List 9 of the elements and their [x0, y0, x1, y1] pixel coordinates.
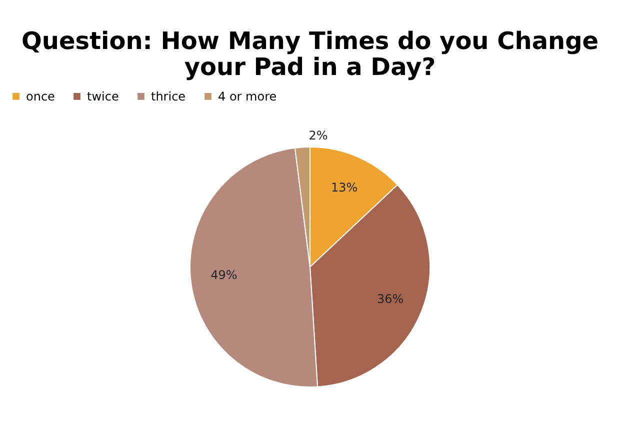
- legend-label: twice: [87, 89, 119, 104]
- legend-label: once: [26, 89, 55, 104]
- data-label: 13%: [330, 180, 358, 195]
- data-label: 49%: [210, 268, 238, 282]
- legend-label: thrice: [151, 89, 186, 104]
- legend-label: 4 or more: [218, 89, 277, 104]
- chart-title: Question: How Many Times do you Change your Pad in a Day?: [21, 27, 599, 81]
- data-label: 2%: [308, 128, 328, 142]
- data-label: 36%: [376, 292, 404, 306]
